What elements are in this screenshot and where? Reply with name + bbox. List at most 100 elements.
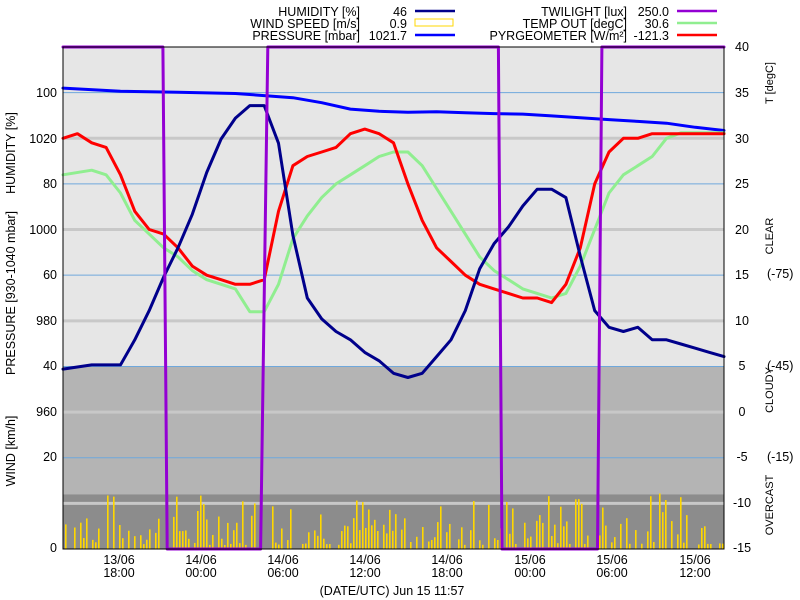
wind-bar	[392, 530, 394, 549]
wind-bar	[635, 530, 637, 549]
wind-bar	[470, 530, 472, 549]
wind-bar	[404, 518, 406, 549]
legend-twilight-label: TWILIGHT [lux]	[541, 5, 627, 19]
wind-bar	[239, 543, 241, 549]
wind-bar	[506, 502, 508, 549]
temp-tick: 20	[735, 223, 749, 237]
wind-bar	[83, 538, 85, 549]
temp-tick: -10	[733, 496, 751, 510]
wind-bar	[554, 524, 556, 549]
humidity-line	[61, 104, 726, 379]
temp-tick: 10	[735, 314, 749, 328]
wind-bar	[548, 496, 550, 549]
wind-bar	[359, 530, 361, 549]
legend: HUMIDITY [%] 46 WIND SPEED [m/s] 0.9 PRE…	[250, 5, 717, 43]
legend-pyrgeometer-value: -121.3	[634, 29, 669, 43]
x-tick-time: 12:00	[349, 566, 380, 580]
wind-bar	[686, 515, 688, 549]
wind-bar	[254, 503, 256, 549]
legend-pressure-value: 1021.7	[369, 29, 407, 43]
wind-bar	[113, 496, 115, 549]
temp-tick: 40	[735, 40, 749, 54]
legend-pressure-label: PRESSURE [mbar]	[252, 29, 360, 43]
wind-bar	[185, 530, 187, 549]
wind-bar	[677, 534, 679, 549]
wind-bar	[584, 543, 586, 549]
wind-bar	[614, 537, 616, 549]
wind-bar	[557, 543, 559, 549]
wind-bar	[386, 533, 388, 549]
wind-bar	[362, 502, 364, 549]
wind-bar	[704, 526, 706, 549]
temp-tick: 5	[739, 359, 746, 373]
temp-out-line	[61, 131, 726, 314]
wind-bar	[473, 501, 475, 549]
wind-bar	[527, 538, 529, 549]
wind-bar	[479, 540, 481, 549]
right-axis: 40 35 30 25 20 15 10 5 0 -5 -10 -15 T [d…	[733, 40, 793, 555]
wind-bar	[200, 495, 202, 549]
x-tick-date: 14/06	[185, 553, 216, 567]
wind-tick: 0	[50, 541, 57, 555]
wind-bar	[173, 516, 175, 549]
left-axis-ticks: 100 1020 80 1000 60 980 40 960 20 0	[29, 86, 57, 555]
legend-twilight-value: 250.0	[638, 5, 669, 19]
temp-tick: 30	[735, 132, 749, 146]
wind-bar	[641, 543, 643, 549]
legend-humidity-value: 46	[393, 5, 407, 19]
temp-tick: 0	[739, 405, 746, 419]
x-axis: 13/06 18:00 14/06 00:00 14/06 06:00 14/0…	[103, 553, 710, 598]
wind-bar	[275, 542, 277, 549]
wind-bar	[416, 536, 418, 549]
x-tick-time: 00:00	[514, 566, 545, 580]
wind-bar	[566, 521, 568, 549]
wind-bar	[326, 544, 328, 549]
plot-border	[62, 46, 725, 550]
legend-temp-label: TEMP OUT [degC]	[523, 17, 627, 31]
wind-bar	[440, 506, 442, 549]
left-axis-titles: HUMIDITY [%] PRESSURE [930-1040 mbar] WI…	[4, 112, 18, 486]
wind-bar	[353, 518, 355, 549]
wind-bar	[86, 518, 88, 549]
wind-bar	[227, 522, 229, 549]
wind-bar	[182, 531, 184, 549]
sky-value-clear: (-75)	[767, 267, 793, 281]
wind-bar	[140, 535, 142, 549]
wind-bar	[653, 542, 655, 549]
wind-bar	[650, 496, 652, 549]
wind-bar	[209, 544, 211, 549]
pressure-axis-title: PRESSURE [930-1040 mbar]	[4, 211, 18, 375]
sky-value-cloudy: (-45)	[767, 359, 793, 373]
wind-bar	[710, 544, 712, 549]
wind-bar	[272, 506, 274, 549]
plot-frame	[62, 46, 725, 550]
wind-bar	[560, 506, 562, 549]
sky-value-overcast: (-15)	[767, 450, 793, 464]
wind-bar	[449, 523, 451, 549]
legend-wind-label: WIND SPEED [m/s]	[250, 17, 360, 31]
pressure-tick: 960	[36, 405, 57, 419]
wind-bar	[302, 543, 304, 549]
wind-bar	[236, 522, 238, 549]
pressure-tick: 1020	[29, 132, 57, 146]
wind-bar	[197, 511, 199, 549]
humidity-tick: 80	[43, 177, 57, 191]
legend-wind-swatch	[414, 18, 454, 27]
wind-speed-bars	[65, 493, 724, 549]
wind-bar	[707, 543, 709, 549]
wind-bar	[431, 539, 433, 549]
wind-bar	[629, 543, 631, 549]
humidity-axis-title: HUMIDITY [%]	[4, 112, 18, 194]
wind-bar	[395, 514, 397, 549]
wind-bar	[488, 504, 490, 549]
humidity-tick: 40	[43, 359, 57, 373]
wind-bar	[464, 544, 466, 549]
wind-bar	[230, 543, 232, 549]
wind-bar	[323, 538, 325, 549]
x-tick-time: 18:00	[431, 566, 462, 580]
wind-bar	[428, 541, 430, 549]
wind-bar	[569, 543, 571, 549]
humidity-tick: 100	[36, 86, 57, 100]
wind-bar	[212, 534, 214, 549]
